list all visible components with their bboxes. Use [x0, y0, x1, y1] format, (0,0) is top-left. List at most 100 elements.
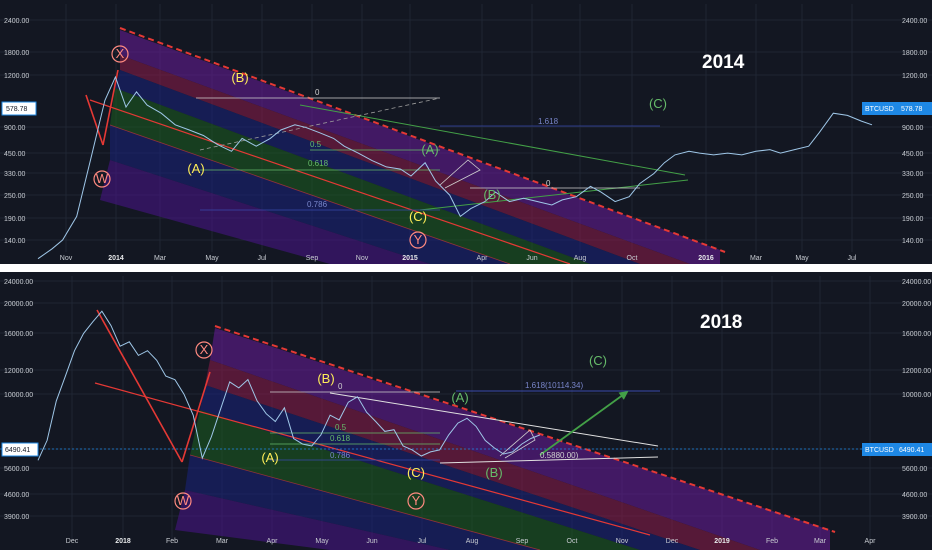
wx-leg-2	[102, 69, 119, 146]
wedge-upper	[329, 392, 659, 447]
wx-leg-2	[181, 371, 211, 463]
y-tick-label-right: 190.00	[902, 216, 924, 223]
price-tag-right-2014: BTCUSD 578.78	[862, 102, 932, 115]
y-tick-label-left: 5600.00	[4, 466, 29, 473]
x-tick-label: Nov	[616, 538, 629, 545]
y-tick-label-left: 140.00	[4, 238, 26, 245]
y-tick-label-left: 450.00	[4, 151, 26, 158]
fib-level-label: 1.618(10114.34)	[525, 381, 583, 390]
panel-divider	[0, 264, 932, 272]
y-tick-label-right: 5600.00	[902, 466, 927, 473]
y-tick-label-left: 900.00	[4, 125, 26, 132]
wx-leg-1	[96, 309, 183, 463]
x-tick-label: May	[205, 255, 219, 262]
wave-label: (A)	[187, 161, 204, 176]
bearflag-path	[499, 429, 536, 459]
wave-label: W	[177, 493, 190, 508]
triangle-upper	[299, 104, 686, 176]
channel-lines-2018	[0, 309, 862, 550]
wave-label: W	[96, 171, 109, 186]
price-line-2014	[37, 75, 873, 260]
fib-labels-2014: 0 0.5 0.618 0.786 1.618 0	[307, 88, 559, 209]
fib-level-label: 0.5	[310, 140, 322, 149]
x-tick-label: May	[315, 538, 329, 545]
axes-2014: 2400.00 2400.00 1800.00 1800.00 1200.00 1200.…	[4, 18, 927, 262]
projection-dashed	[199, 97, 441, 151]
channel-band-green	[190, 410, 640, 550]
wave-label: (B)	[485, 465, 502, 480]
wave-label: Y	[412, 493, 421, 508]
channel-band-purple-top	[120, 30, 720, 264]
wave-label: (A)	[451, 390, 468, 405]
wave-label: (C)	[407, 465, 425, 480]
x-tick-label: Mar	[216, 538, 229, 545]
y-tick-label-left: 16000.00	[4, 331, 33, 338]
fib-level-label: 0.5880.00)	[540, 451, 579, 460]
price-tag-right-2018: BTCUSD 6490.41	[862, 443, 932, 456]
y-tick-label-left: 10000.00	[4, 392, 33, 399]
x-tick-label: Apr	[267, 538, 279, 545]
x-tick-label: Mar	[154, 255, 167, 262]
last-price-right-2018: 6490.41	[899, 447, 924, 454]
channel-line-2	[189, 454, 541, 550]
x-tick-label: Jul	[848, 255, 857, 262]
wave-label: (A)	[261, 450, 278, 465]
bearflag-path	[439, 159, 481, 189]
projection-arrow	[539, 390, 629, 456]
channel-band-green	[110, 88, 590, 264]
symbol-tag-2014: BTCUSD	[865, 106, 894, 113]
last-price-left-2018: 6490.41	[5, 447, 30, 454]
y-tick-label-left: 1800.00	[4, 50, 29, 57]
wx-leg-1	[85, 94, 104, 146]
wave-label: X	[116, 46, 125, 61]
wave-label: (A)	[421, 142, 438, 157]
y-tick-label-left: 190.00	[4, 216, 26, 223]
y-tick-label-left: 1200.00	[4, 73, 29, 80]
y-tick-label-left: 20000.00	[4, 301, 33, 308]
x-tick-label: Oct	[627, 255, 638, 262]
panel-2014: 2400.00 2400.00 1800.00 1800.00 1200.00 1200.…	[0, 0, 932, 264]
wave-label: (C)	[409, 209, 427, 224]
x-tick-label: Sep	[516, 538, 529, 545]
y-tick-label-right: 20000.00	[902, 301, 931, 308]
symbol-tag-2018: BTCUSD	[865, 447, 894, 454]
fib-level-label: 0	[315, 88, 320, 97]
y-tick-label-right: 330.00	[902, 171, 924, 178]
fib-level-label: 0.5	[335, 423, 347, 432]
x-tick-label: Jun	[366, 538, 377, 545]
x-tick-label: 2016	[698, 255, 714, 262]
fib-level-label: 1.618	[538, 117, 559, 126]
fib-level-label: 0	[338, 382, 343, 391]
y-tick-label-left: 250.00	[4, 193, 26, 200]
wave-circle	[174, 492, 192, 510]
x-tick-label: Apr	[477, 255, 489, 262]
channel-upper-dashed	[119, 27, 726, 253]
x-tick-label: 2014	[108, 255, 124, 262]
wave-labels-2018: X W (A) (B) (C) Y (A) (B) (C)	[174, 341, 607, 510]
panel-title-2014: 2014	[702, 52, 745, 73]
x-tick-label: Aug	[466, 538, 479, 545]
panel-2018: 24000.00 24000.00 20000.00 20000.00 16000.00…	[0, 272, 932, 550]
channel-mid-line	[89, 99, 571, 264]
x-tick-label: Jul	[418, 538, 427, 545]
wave-circle	[407, 492, 425, 510]
wave-labels-2014: X W (A) (B) (C) Y (A) (B) (C)	[93, 45, 667, 249]
panel-title-2018: 2018	[700, 312, 742, 333]
x-tick-label: 2015	[402, 255, 418, 262]
x-tick-label: Mar	[814, 538, 827, 545]
channel-band-purple-low	[100, 160, 430, 264]
y-tick-label-right: 3900.00	[902, 514, 927, 521]
fib-level-label: 0.786	[307, 200, 328, 209]
x-tick-label: Dec	[66, 538, 79, 545]
channel-upper-dashed	[214, 325, 836, 533]
y-tick-label-right: 12000.00	[902, 368, 931, 375]
channel-band-blue-1	[115, 70, 640, 264]
wave-label: X	[200, 342, 209, 357]
x-tick-label: Feb	[166, 538, 178, 545]
channel-lines-2014	[85, 27, 726, 264]
x-tick-label: 2019	[714, 538, 730, 545]
price-line-2018	[37, 310, 541, 461]
y-tick-label-left: 4600.00	[4, 492, 29, 499]
wave-circle	[111, 45, 129, 63]
